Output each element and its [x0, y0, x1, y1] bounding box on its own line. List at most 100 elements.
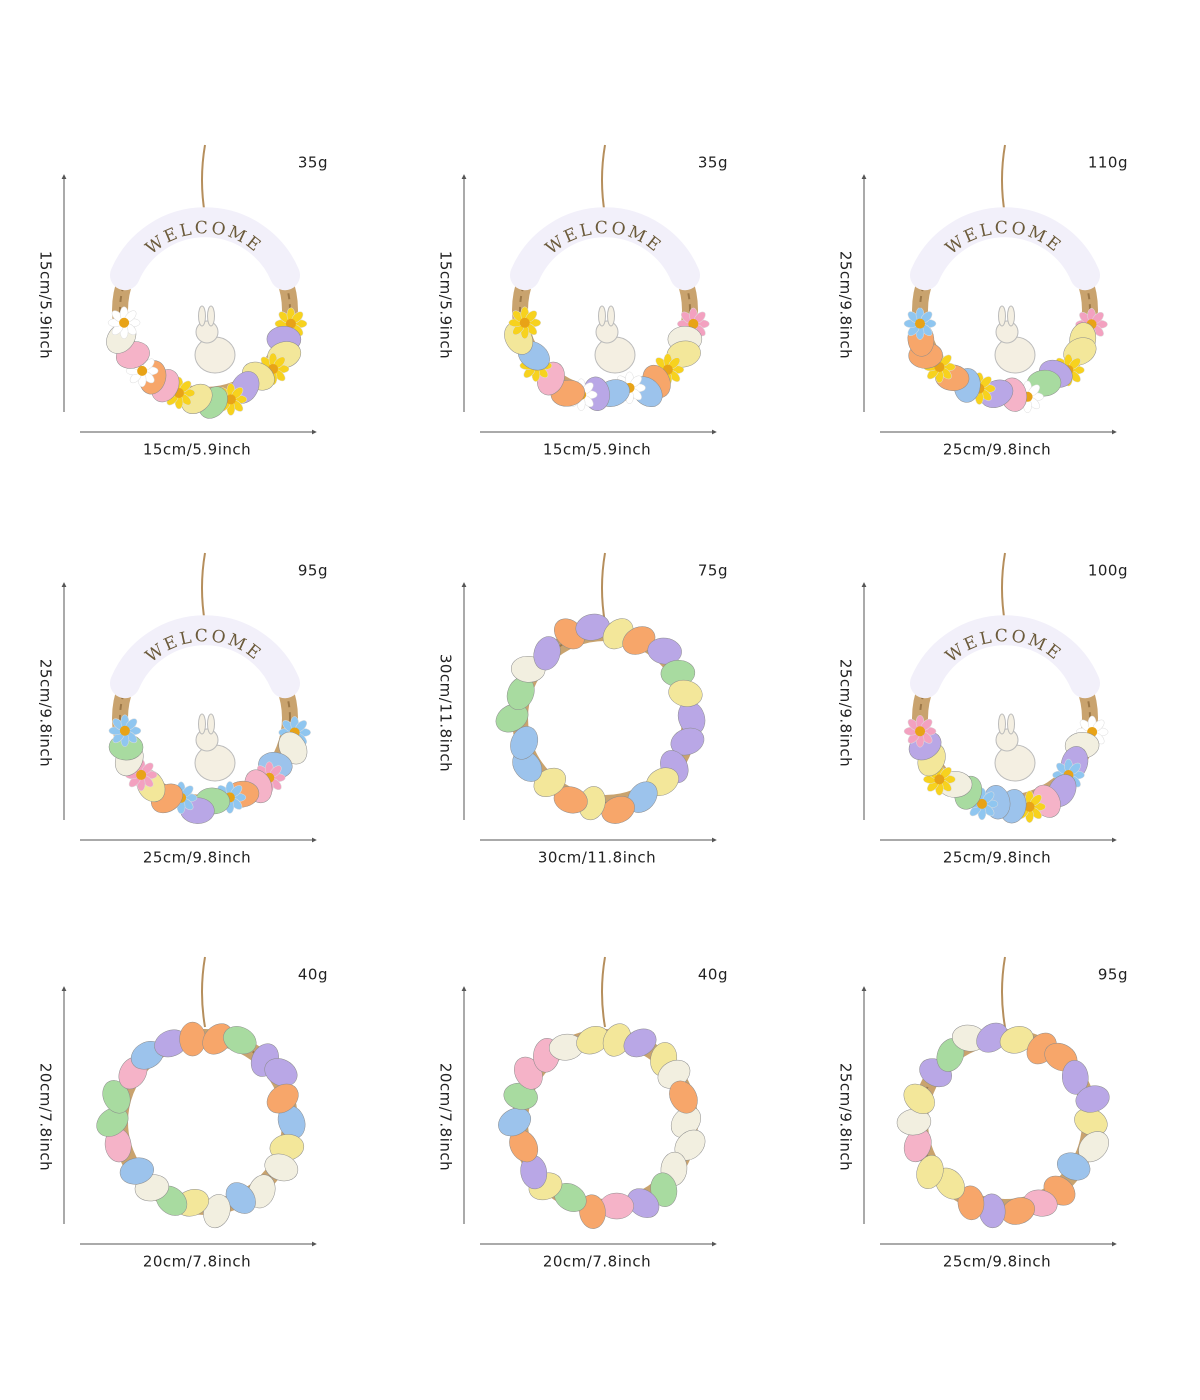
egg [1056, 1152, 1091, 1181]
card-bg [825, 528, 1165, 883]
bunny-ear [1007, 305, 1015, 327]
flower-center [934, 774, 945, 785]
egg [1061, 1060, 1089, 1095]
egg [669, 1080, 698, 1114]
width-label: 25cm/9.8inch [943, 1253, 1051, 1271]
egg [553, 786, 588, 814]
width-label: 15cm/5.9inch [543, 441, 651, 459]
card-bg [825, 120, 1165, 475]
width-label: 25cm/9.8inch [943, 441, 1051, 459]
flower-center [285, 318, 296, 329]
height-label: 15cm/5.9inch [37, 251, 55, 359]
egg [976, 1022, 1008, 1053]
bunny-head [595, 320, 619, 344]
width-label: 30cm/11.8inch [538, 849, 656, 867]
bunny-ear [598, 305, 606, 327]
egg [119, 1157, 154, 1185]
egg [957, 1185, 985, 1221]
flower-center [119, 725, 130, 736]
weight-label: 35g [298, 154, 328, 172]
sign-board [509, 207, 701, 291]
width-label: 15cm/5.9inch [143, 441, 251, 459]
card-bg [25, 932, 365, 1287]
bunny-ear [198, 713, 206, 735]
weight-label: 110g [1088, 154, 1128, 172]
flower-center [1024, 801, 1035, 812]
height-label: 20cm/7.8inch [437, 1063, 455, 1171]
egg [96, 1107, 129, 1137]
flower-center [976, 798, 987, 809]
flower-center [137, 365, 148, 376]
bunny-ear [998, 305, 1006, 327]
egg [1075, 1085, 1110, 1113]
egg [627, 1188, 660, 1218]
height-label: 20cm/7.8inch [37, 1063, 55, 1171]
weight-label: 95g [1098, 966, 1128, 984]
egg [670, 727, 705, 756]
height-label: 25cm/9.8inch [837, 251, 855, 359]
bunny-ear [207, 305, 215, 327]
bunny-ear [1007, 713, 1015, 735]
egg [102, 1080, 131, 1114]
hanging-string [1001, 956, 1006, 1028]
egg [225, 1182, 256, 1214]
width-label: 20cm/7.8inch [143, 1253, 251, 1271]
hanging-string [601, 956, 606, 1028]
egg [510, 726, 539, 760]
egg [622, 626, 656, 655]
egg [999, 1026, 1034, 1054]
bunny-body [994, 336, 1036, 374]
sign-board [109, 207, 301, 291]
height-label: 25cm/9.8inch [837, 659, 855, 767]
bunny-ear [998, 713, 1006, 735]
sign-board [909, 207, 1101, 291]
width-label: 20cm/7.8inch [543, 1253, 651, 1271]
egg [495, 703, 529, 733]
egg [498, 1107, 532, 1137]
bunny-body [994, 744, 1036, 782]
egg [903, 1083, 935, 1115]
egg [650, 1172, 678, 1207]
egg [647, 637, 682, 665]
product-card: 30cm/11.8inch 30cm/11.8inch 75g [425, 528, 765, 883]
sign-board [909, 615, 1101, 699]
weight-label: 35g [698, 154, 728, 172]
flower-center [119, 317, 130, 328]
bunny-head [195, 320, 219, 344]
card-bg [425, 932, 765, 1287]
egg [668, 679, 703, 707]
card-bg [25, 120, 365, 475]
bunny-ear [198, 305, 206, 327]
bunny-head [195, 728, 219, 752]
product-card: 20cm/7.8inch 20cm/7.8inch 40g [25, 932, 365, 1287]
width-label: 25cm/9.8inch [943, 849, 1051, 867]
flower-center [915, 726, 926, 737]
card-bg [825, 932, 1165, 1287]
weight-label: 95g [298, 562, 328, 580]
bunny-body [594, 336, 636, 374]
egg [533, 636, 561, 671]
egg [916, 1155, 944, 1189]
bunny-body [194, 336, 236, 374]
product-card: 20cm/7.8inch 20cm/7.8inch 40g [425, 932, 765, 1287]
flower-center [688, 318, 699, 329]
flower-center [225, 394, 236, 405]
egg [623, 1028, 657, 1058]
flower-center [915, 318, 926, 329]
card-bg [425, 528, 765, 883]
height-label: 25cm/9.8inch [37, 659, 55, 767]
width-label: 25cm/9.8inch [143, 849, 251, 867]
product-card: 25cm/9.8inch 25cm/9.8inch 95g [825, 932, 1165, 1287]
card-bg [25, 528, 365, 883]
egg [264, 1058, 298, 1087]
height-label: 30cm/11.8inch [437, 654, 455, 772]
bunny-head [995, 320, 1019, 344]
flower-center [519, 317, 530, 328]
weight-label: 40g [298, 966, 328, 984]
